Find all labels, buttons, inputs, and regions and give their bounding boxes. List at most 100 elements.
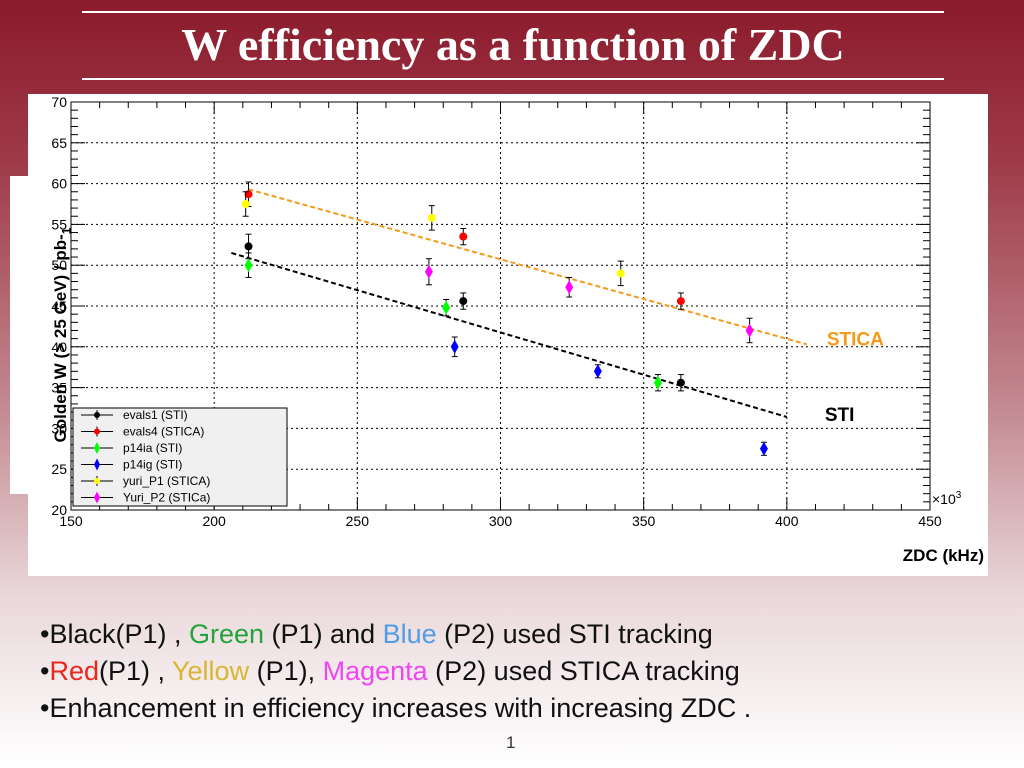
data-point <box>424 258 433 286</box>
y-axis-label: Golden W (> 25 GeV) / pb-1 <box>44 176 78 494</box>
point-marker <box>424 264 433 279</box>
bullet-segment: (P1) and <box>264 619 383 649</box>
point-marker <box>759 441 768 456</box>
legend-item: p14ia (STI) <box>81 441 182 455</box>
data-point <box>459 292 468 310</box>
bullet-segment: Green <box>189 619 265 649</box>
bullet-segment: (P2) used STICA tracking <box>427 656 740 686</box>
x-axis-multiplier-exponent: 3 <box>956 490 962 501</box>
plot-panel: 150 200 250 300 350 400 450 20 25 30 35 40 45 50 55 60 6… <box>28 94 988 576</box>
bullet-segment: Red <box>49 656 99 686</box>
fit-label-sti: STI <box>825 405 855 426</box>
x-tick-label: 450 <box>918 513 942 529</box>
bullet-segment: (P1) , <box>98 656 173 686</box>
data-point <box>459 227 468 246</box>
scatter-chart: 150 200 250 300 350 400 450 20 25 30 35 40 45 50 55 60 6… <box>51 94 962 529</box>
point-marker <box>244 258 253 273</box>
point-marker <box>244 242 253 251</box>
bullet-segment: Magenta <box>322 656 428 686</box>
fit-line-stica <box>248 188 808 346</box>
y-tick-label: 35 <box>51 380 67 396</box>
title-top-rule <box>82 11 944 13</box>
point-marker <box>459 297 468 306</box>
data-point <box>442 298 451 317</box>
data-point <box>676 374 685 392</box>
y-tick-label: 65 <box>51 135 67 151</box>
y-tick-label: 40 <box>51 339 67 355</box>
point-marker <box>94 491 100 504</box>
data-point <box>676 292 685 310</box>
legend-label: evals1 (STI) <box>123 408 188 422</box>
y-axis-label-sub: 1 <box>59 227 74 235</box>
legend-label: p14ia (STI) <box>123 441 182 455</box>
point-marker <box>450 339 459 354</box>
y-axis-label-box <box>10 176 44 494</box>
legend-item: yuri_P1 (STICA) <box>81 474 210 488</box>
bullet-segment: Yellow <box>172 656 250 686</box>
point-marker <box>653 375 662 390</box>
bullet-segment: • <box>40 656 50 686</box>
legend-item: evals4 (STICA) <box>81 425 204 439</box>
point-marker <box>459 232 468 241</box>
y-tick-label: 55 <box>51 216 67 232</box>
fit-label-stica: STICA <box>827 329 884 350</box>
point-marker <box>565 280 574 295</box>
data-point <box>653 374 662 392</box>
x-tick-label: 300 <box>489 513 513 529</box>
x-tick-label: 250 <box>346 513 370 529</box>
legend: evals1 (STI) evals4 (STICA) p14ia (STI) p14… <box>72 407 288 507</box>
fit-line-sti <box>231 252 788 418</box>
title-bottom-rule <box>82 78 944 80</box>
y-tick-label: 20 <box>51 502 67 518</box>
data-point <box>241 191 250 217</box>
legend-label: Yuri_P2 (STICa) <box>123 491 210 505</box>
bullet-line-3: •Enhancement in efficiency increases wit… <box>40 690 751 727</box>
point-marker <box>427 213 436 222</box>
data-point <box>450 336 459 358</box>
point-marker <box>676 297 685 306</box>
point-marker <box>94 442 100 454</box>
legend-item: Yuri_P2 (STICa) <box>81 491 210 505</box>
legend-label: evals4 (STICA) <box>123 425 204 439</box>
data-point <box>244 252 253 278</box>
bullet-segment: • <box>40 619 50 649</box>
point-marker <box>676 378 685 387</box>
bullet-line-2: •Red(P1) , Yellow (P1), Magenta (P2) use… <box>40 653 751 690</box>
x-axis-multiplier: ×103 <box>932 490 962 507</box>
data-point <box>593 364 602 379</box>
point-marker <box>442 300 451 315</box>
data-point <box>565 276 574 298</box>
data-point <box>759 441 768 456</box>
x-tick-label: 350 <box>632 513 656 529</box>
point-marker <box>94 458 100 471</box>
y-tick-label: 50 <box>51 257 67 273</box>
x-tick-label: 150 <box>59 513 83 529</box>
bullet-segment: Black(P1) , <box>49 619 189 649</box>
data-point <box>745 317 754 344</box>
legend-label: yuri_P1 (STICA) <box>123 474 210 488</box>
slide-title: W efficiency as a function of ZDC <box>181 19 845 70</box>
legend-label: p14ig (STI) <box>123 458 182 472</box>
y-tick-label: 30 <box>51 420 67 436</box>
legend-box <box>72 407 288 507</box>
legend-item: evals1 (STI) <box>81 408 188 422</box>
bullet-segment: Enhancement in efficiency increases with… <box>49 693 752 723</box>
page-number: 1 <box>506 733 516 752</box>
y-tick-label: 60 <box>51 176 67 192</box>
point-marker <box>616 269 625 278</box>
bullet-segment: (P1), <box>249 656 323 686</box>
point-marker <box>745 323 754 338</box>
bullet-segment: Blue <box>382 619 437 649</box>
y-tick-label: 45 <box>51 298 67 314</box>
x-axis-label: ZDC (kHz) <box>902 546 984 565</box>
point-marker <box>94 412 100 418</box>
point-marker <box>94 428 100 435</box>
bullet-segment: (P2) used STI tracking <box>436 619 713 649</box>
point-marker <box>593 364 602 379</box>
bullet-line-1: •Black(P1) , Green (P1) and Blue (P2) us… <box>40 616 751 653</box>
y-tick-label: 25 <box>51 461 67 477</box>
bullet-list: •Black(P1) , Green (P1) and Blue (P2) us… <box>40 616 751 727</box>
legend-item: p14ig (STI) <box>81 458 182 472</box>
data-point <box>616 260 625 287</box>
x-tick-label: 200 <box>202 513 226 529</box>
